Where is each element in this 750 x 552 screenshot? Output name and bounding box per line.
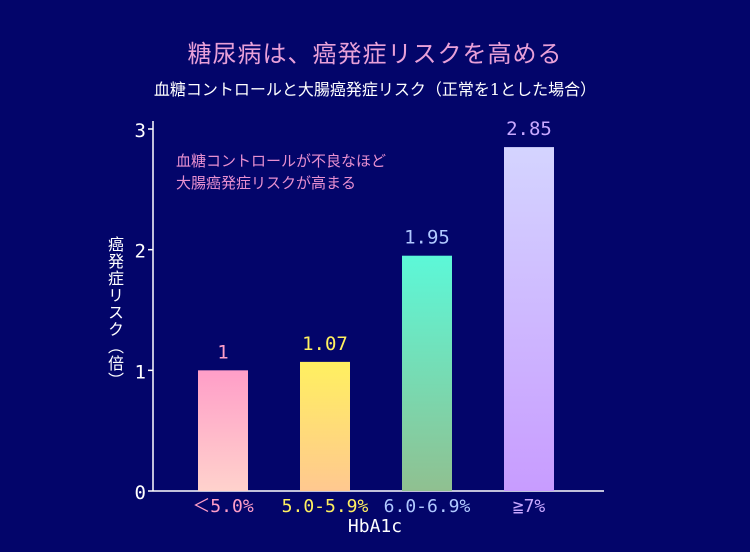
bars [198, 147, 554, 491]
x-tick-label: 6.0-6.9% [384, 496, 471, 517]
x-axis-label: HbA1c [347, 516, 403, 537]
y-tick-label: 1 [135, 361, 146, 383]
y-axis-label: 癌発症リスク（倍） [105, 236, 124, 389]
x-tick-label: ≧7% [513, 496, 546, 517]
y-tick-label: 2 [135, 241, 146, 263]
y-tick-label: 0 [135, 482, 146, 504]
bar [300, 361, 350, 491]
bar-value-label: 1.95 [404, 227, 450, 249]
x-tick-label: 5.0-5.9% [282, 496, 369, 517]
bar-value-label: 1.07 [302, 333, 348, 355]
bar [504, 147, 554, 491]
bar [198, 370, 248, 491]
y-tick-label: 3 [135, 120, 146, 142]
bar [402, 255, 452, 491]
labels: 1 ＜5.0% 1.07 5.0-5.9% 1.95 6.0-6.9% 2.85 ≧7% [192, 118, 552, 517]
annotation-line-2: 大腸癌発症リスクが高まる [176, 174, 357, 192]
chart-title: 糖尿病は、癌発症リスクを高める [187, 40, 563, 68]
chart-annotation: 血糖コントロールが不良なほど 大腸癌発症リスクが高まる [176, 150, 386, 194]
chart-subtitle: 血糖コントロールと大腸癌発症リスク（正常を1とした場合） [153, 80, 597, 99]
bar-value-label: 1 [217, 341, 228, 363]
x-tick-label: ＜5.0% [192, 496, 254, 517]
annotation-line-1: 血糖コントロールが不良なほど [176, 152, 387, 170]
bar-value-label: 2.85 [506, 118, 552, 140]
